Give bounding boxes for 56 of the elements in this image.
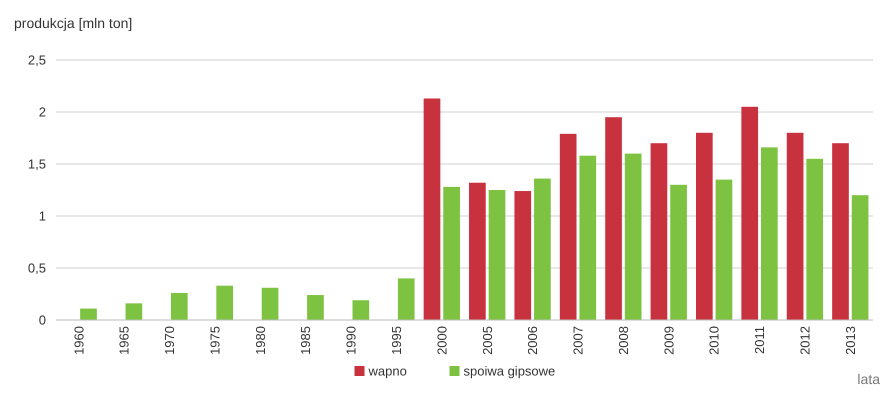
y-tick-label: 0 bbox=[38, 312, 46, 328]
bar bbox=[262, 288, 278, 320]
x-axis-title: lata bbox=[857, 371, 880, 387]
bar bbox=[80, 308, 97, 320]
x-tick-label: 2013 bbox=[842, 326, 858, 355]
legend-label: wapno bbox=[368, 364, 407, 379]
bar bbox=[469, 182, 486, 320]
y-tick-label: 1 bbox=[38, 208, 46, 224]
bar bbox=[352, 300, 370, 320]
bar bbox=[560, 134, 576, 320]
x-tick-label: 1990 bbox=[344, 326, 359, 355]
x-tick-label: 2006 bbox=[525, 326, 540, 355]
bar bbox=[579, 156, 596, 320]
y-axis-title: produkcja [mln ton] bbox=[14, 15, 132, 31]
x-tick-label: 1975 bbox=[207, 326, 222, 355]
bar bbox=[424, 98, 440, 320]
x-tick-label: 1985 bbox=[298, 326, 314, 355]
x-tick-label: 2012 bbox=[797, 326, 812, 355]
bar bbox=[832, 143, 849, 320]
bar bbox=[852, 195, 868, 320]
x-tick-label: 1995 bbox=[388, 326, 404, 355]
bar bbox=[716, 180, 732, 320]
bar bbox=[806, 158, 824, 320]
y-tick-label: 1,5 bbox=[28, 156, 46, 172]
bar bbox=[741, 106, 758, 320]
x-tick-label: 2007 bbox=[570, 326, 586, 355]
legend-label: spoiwa gipsowe bbox=[464, 364, 556, 379]
x-tick-label: 1970 bbox=[162, 326, 178, 355]
x-tick-label: 2008 bbox=[616, 326, 631, 355]
bar bbox=[650, 143, 668, 320]
bar bbox=[761, 147, 778, 320]
x-tick-label: 2009 bbox=[661, 326, 676, 355]
bar bbox=[786, 132, 804, 320]
bar bbox=[488, 190, 506, 320]
x-tick-label: 2011 bbox=[752, 326, 768, 354]
y-tick-label: 2,5 bbox=[28, 52, 46, 68]
y-tick-label: 2 bbox=[38, 104, 46, 120]
bar bbox=[534, 178, 551, 320]
bar bbox=[170, 292, 188, 320]
bar bbox=[443, 186, 460, 320]
bar bbox=[307, 295, 324, 320]
y-tick-label: 0,5 bbox=[28, 260, 46, 276]
bar bbox=[398, 278, 415, 320]
bar bbox=[605, 117, 622, 320]
x-tick-label: 2010 bbox=[706, 326, 722, 355]
bar bbox=[624, 154, 642, 320]
x-tick-label: 1965 bbox=[116, 326, 132, 355]
bar bbox=[216, 286, 234, 320]
bar bbox=[696, 132, 713, 320]
x-tick-label: 2005 bbox=[480, 326, 495, 355]
bar bbox=[126, 303, 142, 320]
bar bbox=[670, 184, 687, 320]
x-tick-label: 2000 bbox=[434, 326, 450, 355]
x-tick-label: 1960 bbox=[71, 326, 86, 355]
bar bbox=[514, 191, 532, 320]
x-tick-label: 1980 bbox=[252, 326, 268, 355]
